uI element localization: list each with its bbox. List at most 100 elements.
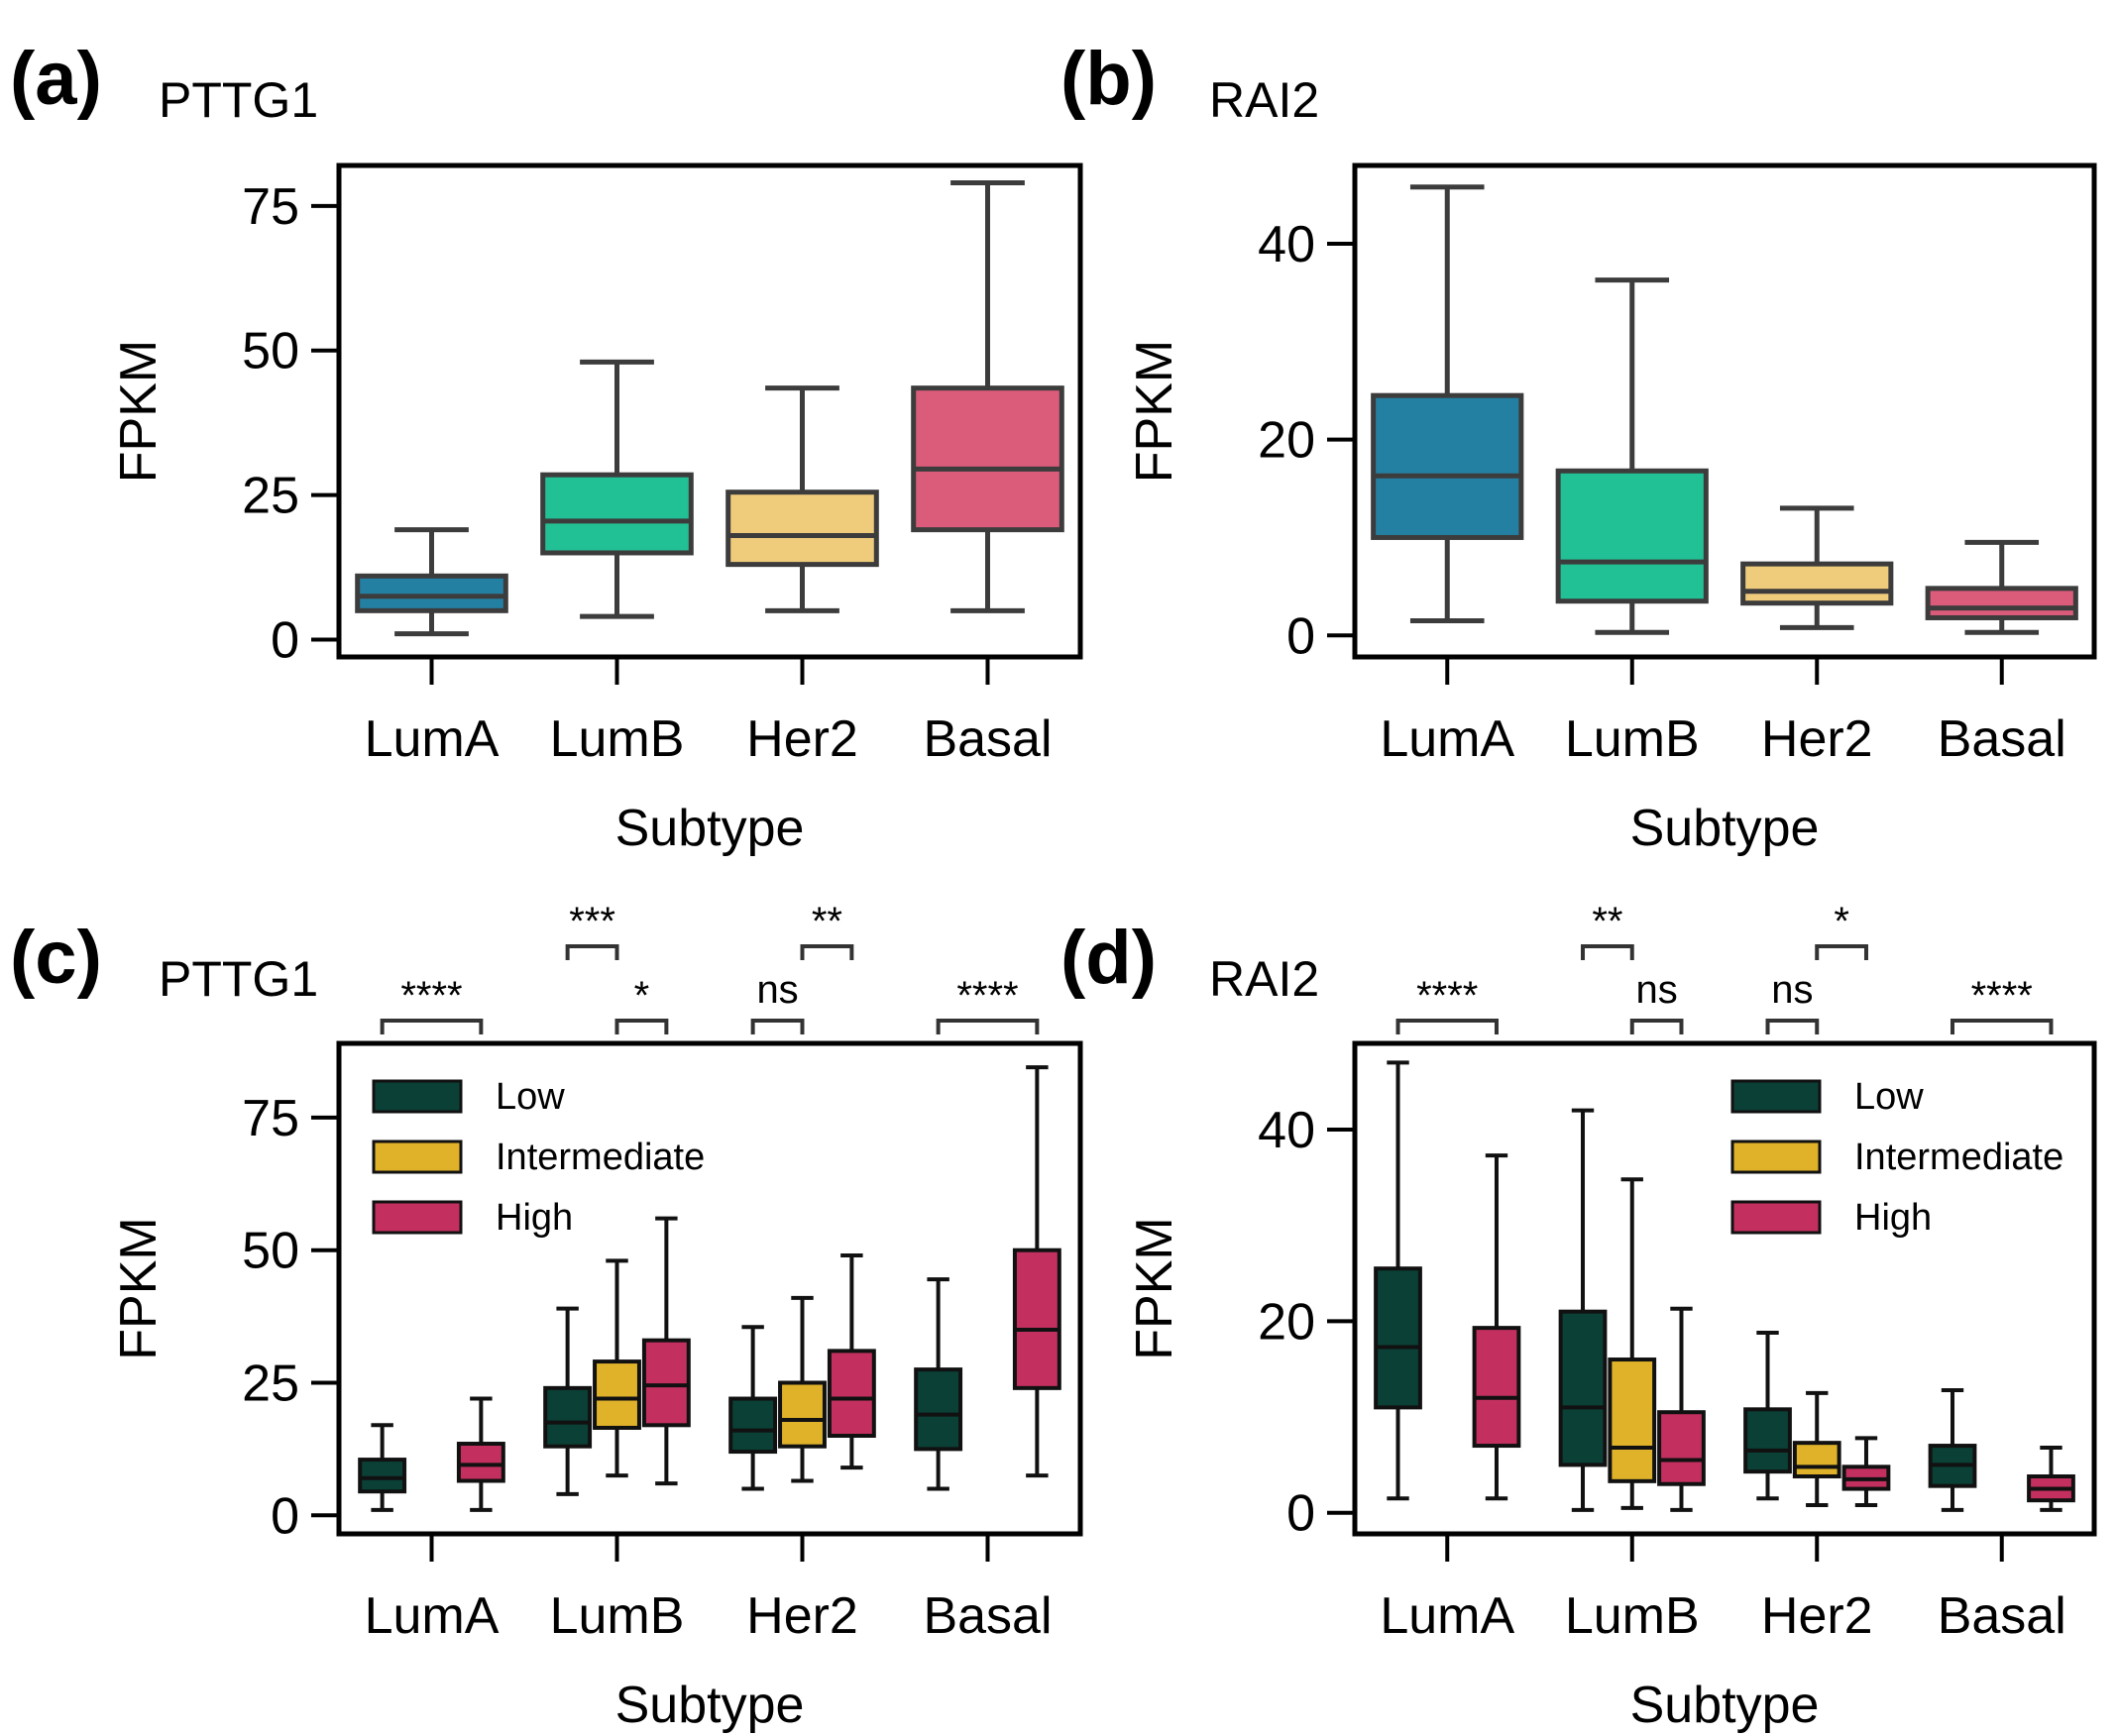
legend-swatch-high	[372, 1200, 463, 1235]
iqr-box	[641, 1338, 691, 1428]
y-tick-label: 50	[242, 323, 299, 380]
box-lumb-intermediate	[1608, 1177, 1657, 1510]
iqr-box	[1740, 561, 1894, 606]
significance-label: ****	[956, 974, 1018, 1018]
chart-panel-b: (b) RAI2 0 20 40 LumA LumB Her2 Basal Subtype FPKM	[1060, 37, 2097, 857]
legend: Low Intermediate High	[1730, 1076, 2063, 1239]
panel-letter: (b)	[1060, 37, 1157, 121]
box-lumb-low	[543, 1306, 593, 1496]
significance-bracket: ****	[1395, 974, 1499, 1034]
panel-letter: (d)	[1060, 916, 1157, 1000]
legend-label-high: High	[496, 1197, 573, 1239]
x-tick-label: LumA	[365, 1587, 500, 1645]
box-luma-low	[1374, 1060, 1422, 1501]
bracket-line	[380, 1019, 484, 1034]
significance-label: **	[1592, 900, 1622, 943]
x-tick-label: LumB	[550, 710, 685, 768]
bracket-line	[800, 944, 854, 960]
box-luma-high	[1472, 1153, 1521, 1501]
y-tick-label: 50	[242, 1223, 299, 1280]
significance-bracket: *	[614, 974, 669, 1034]
significance-bracket: **	[1581, 900, 1634, 960]
legend-label-intermediate: Intermediate	[496, 1137, 705, 1178]
y-tick-label: 0	[271, 611, 299, 669]
significance-bracket: ****	[936, 974, 1040, 1034]
y-axis-label: FPKM	[1126, 340, 1183, 483]
bracket-line	[1815, 944, 1868, 960]
chart-title: PTTG1	[159, 951, 318, 1007]
box-lumb	[1555, 277, 1709, 635]
iqr-box	[778, 1380, 827, 1449]
significance-label: ns	[756, 968, 798, 1012]
box-luma	[1371, 184, 1524, 623]
plot-frame	[336, 163, 1083, 660]
box-basal-low	[914, 1277, 963, 1491]
y-tick-label: 0	[271, 1487, 299, 1545]
iqr-box	[1371, 392, 1524, 540]
significance-label: ****	[1971, 974, 2033, 1018]
y-tick-label: 20	[1258, 1293, 1315, 1351]
y-tick-label: 40	[1258, 216, 1315, 273]
box-her2-intermediate	[1792, 1390, 1841, 1507]
y-tick-label: 0	[1286, 1485, 1315, 1543]
iqr-box	[1925, 586, 2078, 620]
x-tick-label: Basal	[1938, 1587, 2066, 1645]
iqr-box	[456, 1442, 505, 1483]
iqr-box	[1555, 468, 1709, 604]
legend: Low Intermediate High	[372, 1076, 705, 1239]
box-her2-low	[1743, 1330, 1792, 1501]
significance-bracket: *	[1815, 900, 1868, 960]
box-lumb-intermediate	[593, 1258, 641, 1478]
x-tick-label: Basal	[923, 710, 1052, 768]
iqr-box	[1608, 1357, 1657, 1483]
plot-frame	[1352, 163, 2097, 660]
x-tick-label: LumA	[365, 710, 500, 768]
bracket-line	[1950, 1019, 2054, 1034]
box-luma	[355, 527, 508, 637]
legend-swatch-low	[372, 1079, 463, 1114]
significance-bracket: ns	[1765, 968, 1820, 1034]
box-her2-high	[1841, 1436, 1891, 1507]
iqr-box	[911, 385, 1064, 533]
legend-swatch-intermediate	[372, 1139, 463, 1174]
significance-label: ns	[1635, 968, 1677, 1012]
iqr-box	[540, 472, 694, 556]
box-basal-low	[1928, 1387, 1977, 1512]
x-tick-label: Her2	[1761, 1587, 1873, 1645]
x-tick-label: LumA	[1380, 1587, 1514, 1645]
box-basal-high	[1012, 1065, 1061, 1478]
legend-swatch-high	[1730, 1200, 1822, 1235]
y-tick-label: 75	[242, 1090, 299, 1147]
iqr-box	[1792, 1441, 1841, 1478]
significance-label: ns	[1771, 968, 1813, 1012]
plot-frame	[1352, 1040, 2097, 1537]
significance-bracket: ****	[380, 974, 484, 1034]
significance-label: **	[812, 900, 842, 943]
y-axis-label: FPKM	[1126, 1217, 1183, 1359]
bracket-line	[750, 1019, 805, 1034]
x-tick-label: LumB	[1565, 1587, 1700, 1645]
x-tick-label: Her2	[746, 710, 858, 768]
x-axis-label: Subtype	[615, 800, 805, 857]
x-tick-label: LumB	[1565, 710, 1700, 768]
iqr-box	[728, 1396, 778, 1455]
box-lumb	[540, 359, 694, 619]
significance-label: *	[634, 974, 650, 1018]
iqr-box	[355, 573, 508, 613]
significance-bracket: ****	[1950, 974, 2054, 1034]
significance-label: ****	[1416, 974, 1478, 1018]
iqr-box	[543, 1385, 593, 1449]
chart-title: RAI2	[1209, 951, 1319, 1007]
x-axis-label: Subtype	[615, 1677, 805, 1734]
plot-frame	[336, 1040, 1083, 1537]
iqr-box	[1012, 1248, 1061, 1390]
x-axis-label: Subtype	[1630, 1677, 1820, 1734]
iqr-box	[1472, 1326, 1521, 1449]
iqr-box	[1743, 1407, 1792, 1474]
significance-bracket: **	[800, 900, 854, 960]
iqr-box	[1374, 1266, 1422, 1410]
significance-bracket: ns	[750, 968, 805, 1034]
chart-panel-a: (a) PTTG1 0 25 50 75 LumA LumB Her2 Basal Subtype F…	[10, 37, 1083, 857]
bracket-line	[565, 944, 619, 960]
y-tick-label: 25	[242, 468, 299, 525]
